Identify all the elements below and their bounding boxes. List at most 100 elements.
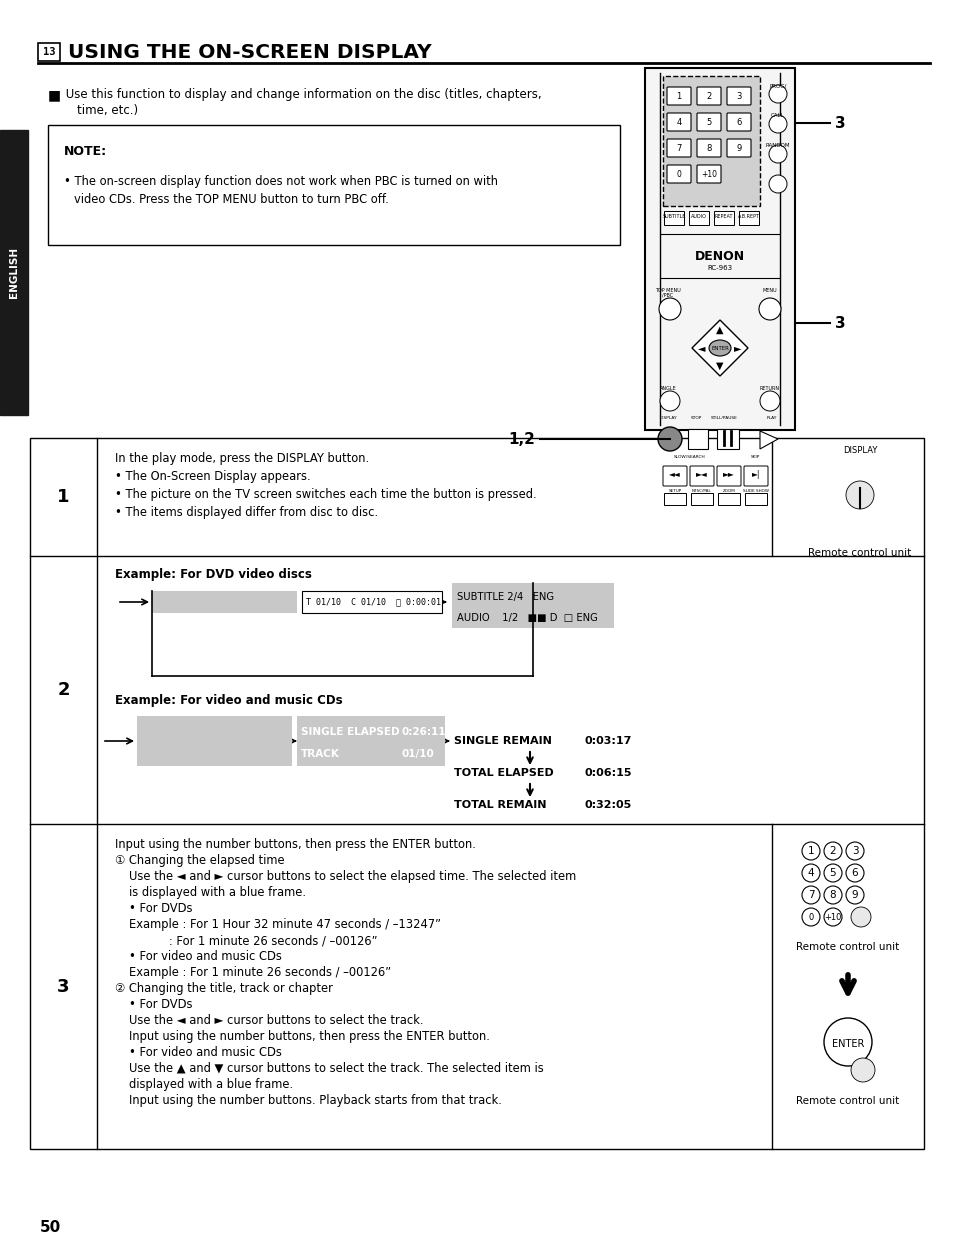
FancyBboxPatch shape — [38, 43, 60, 61]
Circle shape — [845, 842, 863, 860]
Text: ◄◄: ◄◄ — [668, 469, 680, 478]
FancyBboxPatch shape — [662, 466, 686, 487]
Text: ►◄: ►◄ — [696, 469, 707, 478]
Circle shape — [801, 885, 820, 904]
Text: /PBC: /PBC — [661, 291, 673, 296]
Text: 4: 4 — [807, 868, 814, 878]
Text: ② Changing the title, track or chapter: ② Changing the title, track or chapter — [115, 982, 333, 995]
Text: SETUP: SETUP — [668, 489, 680, 493]
Circle shape — [823, 1018, 871, 1066]
Text: SKIP: SKIP — [749, 454, 759, 459]
Text: TOP MENU: TOP MENU — [655, 288, 680, 293]
Circle shape — [659, 391, 679, 411]
Text: CALL: CALL — [770, 112, 784, 119]
Text: is displayed with a blue frame.: is displayed with a blue frame. — [129, 885, 306, 899]
Text: ANGLE: ANGLE — [659, 387, 676, 391]
Text: 9: 9 — [736, 143, 740, 152]
Circle shape — [768, 144, 786, 163]
Text: • For DVDs: • For DVDs — [129, 902, 193, 915]
Text: 4: 4 — [676, 117, 680, 126]
Text: ▲: ▲ — [716, 325, 723, 335]
Text: Input using the number buttons, then press the ENTER button.: Input using the number buttons, then pre… — [115, 839, 476, 851]
Circle shape — [823, 842, 841, 860]
Text: PLAY: PLAY — [766, 416, 777, 420]
Circle shape — [768, 175, 786, 193]
Text: T 01/10  C 01/10  ⌛ 0:00:01: T 01/10 C 01/10 ⌛ 0:00:01 — [306, 598, 440, 606]
Text: 1,2: 1,2 — [508, 431, 535, 447]
Text: 0: 0 — [676, 169, 680, 179]
Text: 5: 5 — [829, 868, 836, 878]
Circle shape — [768, 85, 786, 103]
Bar — [690, 493, 712, 505]
Text: 7: 7 — [676, 143, 681, 152]
Bar — [644, 68, 794, 430]
Text: ►: ► — [734, 343, 741, 353]
Text: ■: ■ — [48, 88, 61, 103]
Text: REPEAT: REPEAT — [714, 214, 733, 219]
Text: In the play mode, press the DISPLAY button.: In the play mode, press the DISPLAY butt… — [115, 452, 369, 466]
Text: • For video and music CDs: • For video and music CDs — [129, 950, 281, 963]
Text: STILL/PAUSE: STILL/PAUSE — [710, 416, 737, 420]
Bar — [688, 211, 708, 225]
FancyBboxPatch shape — [697, 112, 720, 131]
Text: Use the ◄ and ► cursor buttons to select the track.: Use the ◄ and ► cursor buttons to select… — [129, 1014, 423, 1028]
Text: Remote control unit: Remote control unit — [807, 548, 911, 558]
Text: Example: For video and music CDs: Example: For video and music CDs — [115, 694, 342, 706]
Text: • The items displayed differ from disc to disc.: • The items displayed differ from disc t… — [115, 506, 377, 519]
Bar — [0, 130, 28, 415]
Text: PROG/: PROG/ — [768, 83, 786, 88]
Bar — [739, 211, 759, 225]
Circle shape — [659, 298, 680, 320]
Text: 0:32:05: 0:32:05 — [584, 800, 632, 810]
FancyBboxPatch shape — [697, 86, 720, 105]
Text: Remote control unit: Remote control unit — [796, 1095, 899, 1107]
Bar — [137, 716, 292, 766]
Circle shape — [823, 885, 841, 904]
Text: 50: 50 — [39, 1220, 61, 1235]
Text: 3: 3 — [834, 116, 844, 131]
Bar — [296, 716, 444, 766]
FancyBboxPatch shape — [689, 466, 713, 487]
FancyBboxPatch shape — [666, 165, 690, 183]
Text: +10: +10 — [823, 913, 841, 921]
Text: DENON: DENON — [694, 249, 744, 263]
Text: TOTAL REMAIN: TOTAL REMAIN — [454, 800, 546, 810]
Text: 5: 5 — [705, 117, 711, 126]
Text: AUDIO: AUDIO — [690, 214, 706, 219]
Text: USING THE ON-SCREEN DISPLAY: USING THE ON-SCREEN DISPLAY — [68, 42, 431, 62]
Text: ◄: ◄ — [698, 343, 705, 353]
Text: RANDOM: RANDOM — [765, 143, 789, 148]
Text: • The on-screen display function does not work when PBC is turned on with: • The on-screen display function does no… — [64, 175, 497, 188]
Text: 0:06:15: 0:06:15 — [584, 768, 632, 778]
Text: SINGLE ELAPSED: SINGLE ELAPSED — [301, 727, 399, 737]
Text: 2: 2 — [57, 680, 70, 699]
Text: 2: 2 — [705, 91, 711, 100]
Text: 3: 3 — [834, 315, 844, 331]
Text: STOP: STOP — [690, 416, 701, 420]
Text: 2: 2 — [829, 846, 836, 856]
Text: TOTAL ELAPSED: TOTAL ELAPSED — [454, 768, 553, 778]
Text: 0: 0 — [807, 913, 813, 921]
Text: Input using the number buttons. Playback starts from that track.: Input using the number buttons. Playback… — [129, 1094, 501, 1107]
Text: AUDIO    1/2   ■■ D  □ ENG: AUDIO 1/2 ■■ D □ ENG — [456, 613, 598, 622]
Circle shape — [760, 391, 780, 411]
Text: SLIDE SHOW: SLIDE SHOW — [742, 489, 768, 493]
Text: Use the ▲ and ▼ cursor buttons to select the track. The selected item is: Use the ▲ and ▼ cursor buttons to select… — [129, 1062, 543, 1074]
Text: NTSC/PAL: NTSC/PAL — [691, 489, 711, 493]
Bar — [718, 493, 740, 505]
Circle shape — [801, 908, 820, 926]
Text: RC-963: RC-963 — [707, 266, 732, 270]
Bar — [687, 429, 707, 450]
Text: 1: 1 — [676, 91, 680, 100]
Circle shape — [850, 1058, 874, 1082]
Text: +10: +10 — [700, 169, 717, 179]
Text: displayed with a blue frame.: displayed with a blue frame. — [129, 1078, 293, 1091]
Text: ① Changing the elapsed time: ① Changing the elapsed time — [115, 853, 284, 867]
Text: Example: For DVD video discs: Example: For DVD video discs — [115, 568, 312, 580]
FancyBboxPatch shape — [666, 86, 690, 105]
Text: 3: 3 — [736, 91, 740, 100]
Circle shape — [801, 864, 820, 882]
Text: NOTE:: NOTE: — [64, 144, 107, 158]
Text: SUBTITLE 2/4   ENG: SUBTITLE 2/4 ENG — [456, 592, 554, 601]
Text: ENTER: ENTER — [831, 1039, 863, 1049]
